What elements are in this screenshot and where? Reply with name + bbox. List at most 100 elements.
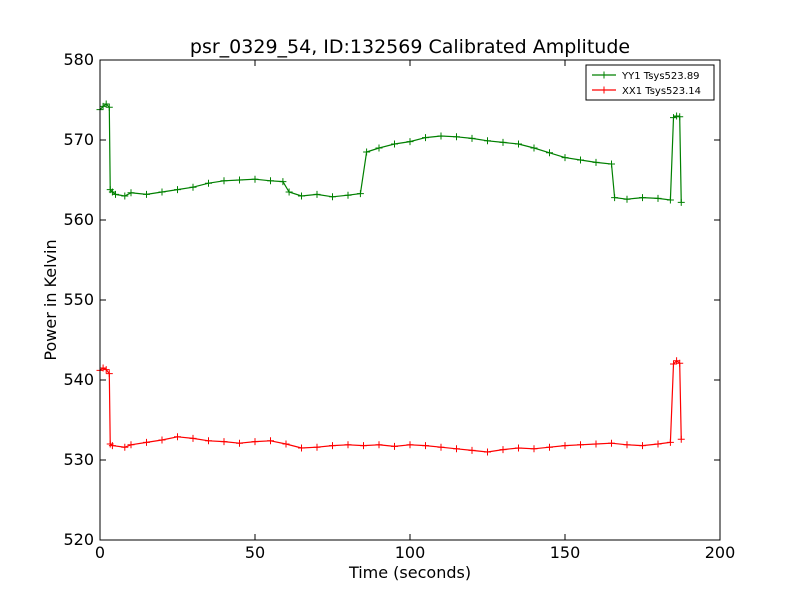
data-point [592, 440, 600, 448]
series-1 [96, 100, 685, 206]
data-point [677, 198, 685, 206]
data-point [363, 148, 371, 156]
data-point [577, 441, 584, 449]
data-point [639, 442, 646, 450]
data-point [391, 442, 398, 450]
data-point [298, 444, 305, 452]
data-point [546, 149, 553, 157]
data-point [673, 112, 681, 120]
data-point [453, 133, 460, 141]
data-point [499, 138, 507, 146]
data-point [356, 190, 364, 198]
data-point [121, 192, 129, 200]
y-axis-label: Power in Kelvin [41, 239, 60, 360]
data-point [623, 441, 631, 449]
data-point [267, 437, 274, 445]
series-2 [96, 357, 685, 456]
data-point [360, 442, 367, 450]
data-point [99, 364, 107, 372]
data-point [189, 434, 197, 442]
data-point [677, 435, 685, 443]
data-point [313, 443, 321, 451]
data-point [453, 445, 460, 453]
legend-label: YY1 Tsys523.89 [621, 71, 700, 82]
data-point [112, 190, 119, 198]
data-point [639, 194, 646, 202]
data-point [437, 132, 445, 140]
data-point [608, 439, 615, 447]
data-point [437, 443, 445, 451]
x-axis-label: Time (seconds) [348, 563, 471, 582]
legend-label: XX1 Tsys523.14 [622, 86, 701, 97]
data-point [666, 438, 674, 446]
data-point [105, 103, 113, 111]
legend-items: YY1 Tsys523.89 XX1 Tsys523.14 [592, 71, 701, 97]
data-point [127, 189, 135, 197]
data-point [220, 438, 228, 446]
y-tick-label: 540 [63, 370, 94, 389]
chart-title: psr_0329_54, ID:132569 Calibrated Amplit… [190, 36, 630, 58]
data-point [143, 190, 150, 198]
data-point [608, 160, 615, 168]
data-point [666, 196, 674, 204]
data-point [127, 441, 135, 449]
data-point [468, 446, 476, 454]
y-tick-label: 530 [63, 450, 94, 469]
x-tick-label: 50 [245, 543, 265, 562]
data-point [406, 138, 414, 146]
data-point [205, 437, 212, 445]
data-point [282, 440, 290, 448]
data-point [329, 442, 336, 450]
data-point [267, 177, 274, 185]
data-point [515, 140, 522, 148]
data-point [422, 442, 429, 450]
data-point [344, 441, 352, 449]
y-tick-label: 580 [63, 50, 94, 69]
plot-area [100, 60, 720, 540]
series-layer [96, 100, 685, 456]
x-axis: 0 50 100 150 200 [95, 60, 735, 562]
data-point [592, 158, 600, 166]
data-point [105, 370, 113, 378]
data-point [251, 438, 259, 446]
data-point [298, 192, 305, 200]
legend-marker [600, 71, 608, 79]
data-point [108, 442, 116, 450]
data-point [515, 444, 522, 452]
data-point [375, 441, 383, 449]
legend-marker [600, 86, 608, 94]
data-point [285, 188, 293, 196]
y-axis: 520 530 540 550 560 570 580 [63, 50, 720, 549]
data-point [391, 140, 398, 148]
data-point [251, 175, 259, 183]
data-point [102, 100, 110, 108]
data-point [546, 443, 553, 451]
data-point [236, 176, 243, 184]
data-point [676, 113, 684, 121]
data-point [205, 179, 212, 187]
data-point [530, 445, 538, 453]
legend: YY1 Tsys523.89 XX1 Tsys523.14 [585, 64, 715, 101]
data-point [174, 433, 181, 441]
data-point [279, 178, 287, 186]
data-point [375, 144, 383, 152]
data-point [654, 194, 662, 202]
data-point [484, 448, 491, 456]
y-tick-label: 560 [63, 210, 94, 229]
data-point [561, 154, 569, 162]
data-point [561, 442, 569, 450]
x-tick-label: 150 [550, 543, 581, 562]
data-point [406, 441, 414, 449]
data-point [344, 191, 352, 199]
x-tick-label: 0 [95, 543, 105, 562]
data-point [499, 446, 507, 454]
legend-box [585, 64, 715, 101]
x-tick-label: 100 [395, 543, 426, 562]
data-point [484, 137, 491, 145]
y-tick-label: 570 [63, 130, 94, 149]
data-point [611, 194, 619, 202]
data-point [468, 134, 476, 142]
data-point [121, 443, 129, 451]
data-point [220, 177, 228, 185]
